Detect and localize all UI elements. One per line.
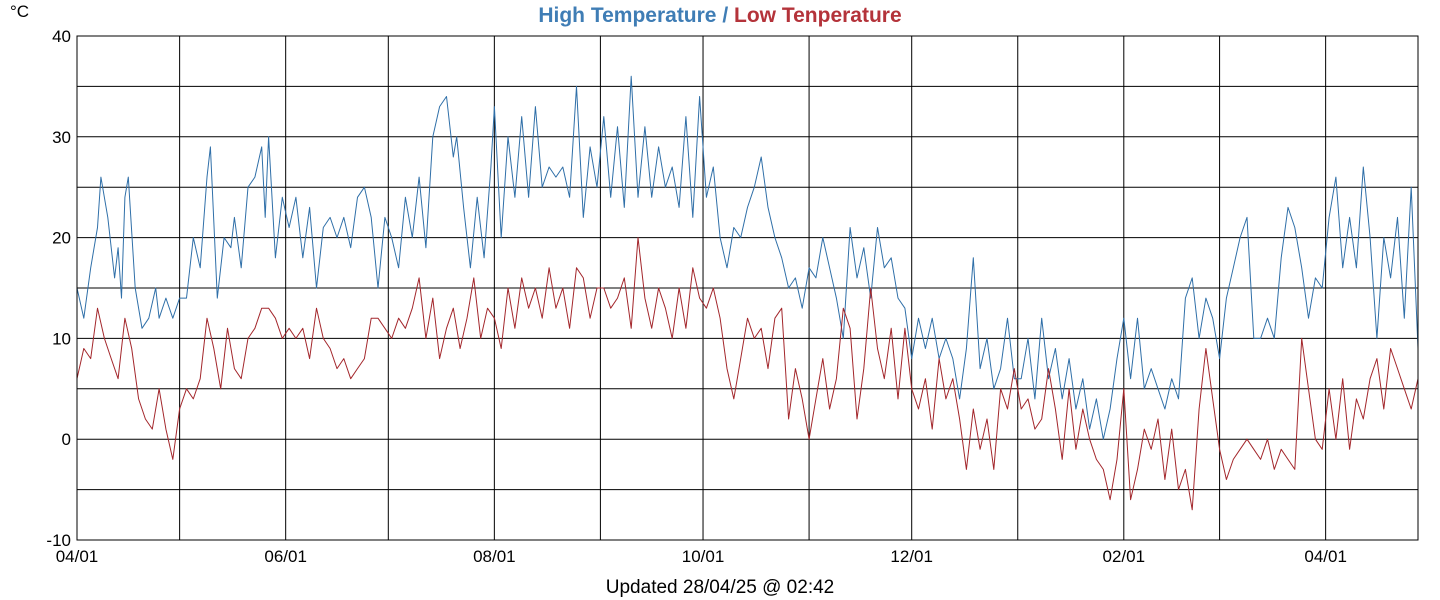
chart-title: High Temperature / Low Tenperature	[538, 4, 901, 27]
y-tick-labels: -10 0 10 20 30 40	[46, 27, 71, 550]
x-tick-label: 04/01	[1304, 547, 1347, 566]
series-lines	[76, 75, 1419, 511]
plot-frame	[76, 35, 1419, 541]
x-tick-label: 08/01	[473, 547, 516, 566]
y-tick-label: 10	[52, 329, 71, 348]
y-tick-label: 40	[52, 27, 71, 46]
y-tick-label: 30	[52, 128, 71, 147]
unit-label: °C	[10, 2, 29, 21]
y-tick-label: 20	[52, 229, 71, 248]
grid-lines	[76, 35, 1418, 541]
title-low: Low Tenperature	[734, 4, 902, 27]
title-separator: /	[722, 4, 734, 27]
y-tick-label: 0	[62, 430, 71, 449]
y-tick-label: -10	[46, 531, 71, 550]
x-tick-labels: 04/01 06/01 08/01 10/01 12/01 02/01 04/01	[56, 547, 1347, 566]
high-temperature-line	[76, 75, 1419, 440]
x-tick-label: 06/01	[264, 547, 307, 566]
x-tick-label: 12/01	[890, 547, 933, 566]
x-tick-label: 04/01	[56, 547, 99, 566]
x-tick-label: 10/01	[682, 547, 725, 566]
x-tick-label: 02/01	[1103, 547, 1146, 566]
low-temperature-line	[76, 237, 1419, 511]
title-high: High Temperature	[538, 4, 716, 27]
updated-footer: Updated 28/04/25 @ 02:42	[606, 577, 834, 598]
